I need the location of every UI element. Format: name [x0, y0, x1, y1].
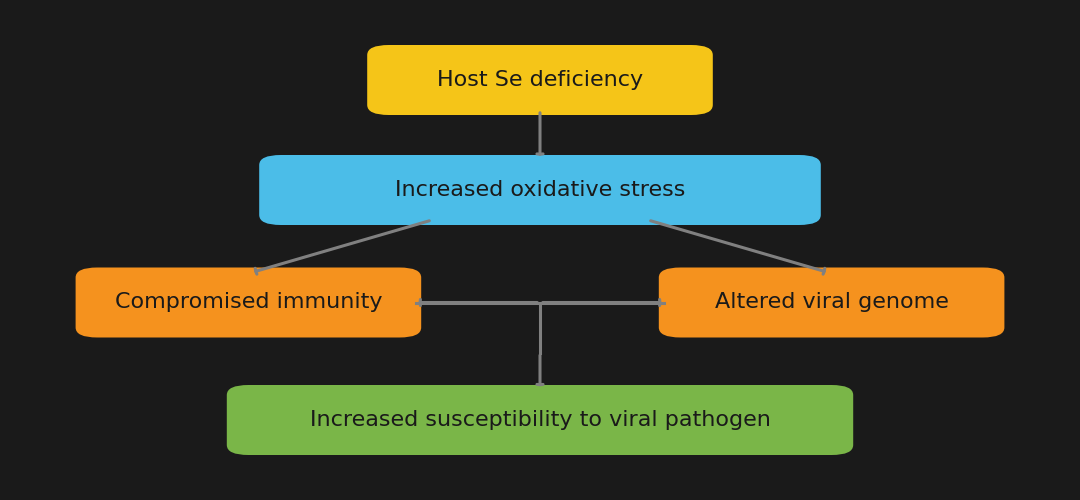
- Text: Altered viral genome: Altered viral genome: [715, 292, 948, 312]
- FancyBboxPatch shape: [76, 268, 421, 338]
- Text: Increased susceptibility to viral pathogen: Increased susceptibility to viral pathog…: [310, 410, 770, 430]
- Text: Increased oxidative stress: Increased oxidative stress: [395, 180, 685, 200]
- FancyBboxPatch shape: [659, 268, 1004, 338]
- Text: Compromised immunity: Compromised immunity: [114, 292, 382, 312]
- FancyBboxPatch shape: [227, 385, 853, 455]
- FancyBboxPatch shape: [259, 155, 821, 225]
- Text: Host Se deficiency: Host Se deficiency: [437, 70, 643, 90]
- FancyBboxPatch shape: [367, 45, 713, 115]
